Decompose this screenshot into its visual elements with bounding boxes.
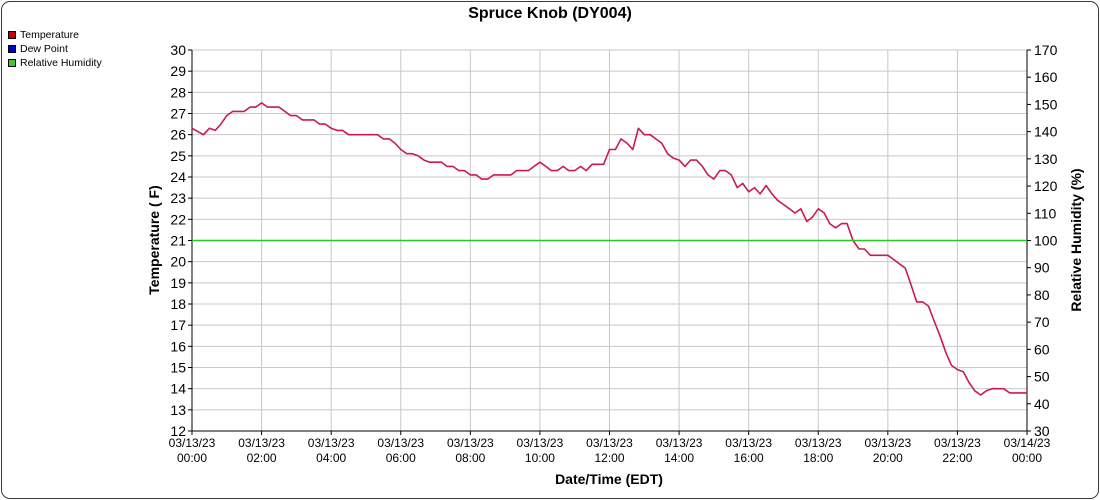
- x-tick-label-date: 03/13/23: [656, 436, 703, 450]
- right-tick-label: 30: [1034, 423, 1050, 439]
- left-tick-label: 24: [170, 169, 186, 185]
- left-tick-label: 26: [170, 127, 186, 143]
- x-tick-label-time: 06:00: [386, 451, 416, 465]
- x-tick-label-time: 00:00: [177, 451, 207, 465]
- legend-item-relative-humidity: Relative Humidity: [8, 56, 102, 70]
- series-line-temperature: [191, 102, 1027, 396]
- right-tick-label: 60: [1034, 341, 1050, 357]
- x-tick-label-time: 02:00: [247, 451, 277, 465]
- left-axis-ticks: 12 13 14 15 16 17 18 19 20 21 22 23 24 25 26 27 28 29 30: [170, 42, 192, 439]
- x-tick-label-date: 03/13/23: [795, 436, 842, 450]
- x-tick-label-date: 03/13/23: [447, 436, 494, 450]
- legend-swatch-temperature: [8, 31, 16, 39]
- legend: Temperature Dew Point Relative Humidity: [8, 28, 102, 70]
- right-tick-label: 130: [1034, 151, 1058, 167]
- x-tick-label-time: 14:00: [664, 451, 694, 465]
- left-tick-label: 20: [170, 254, 186, 270]
- left-tick-label: 15: [170, 360, 186, 376]
- right-tick-label: 100: [1034, 233, 1058, 249]
- x-tick-label-time: 10:00: [525, 451, 555, 465]
- right-tick-label: 160: [1034, 69, 1058, 85]
- grid-lines: [191, 49, 1028, 432]
- x-tick-label-date: 03/14/23: [1004, 436, 1051, 450]
- x-tick-label-time: 20:00: [873, 451, 903, 465]
- x-tick-label-date: 03/13/23: [169, 436, 216, 450]
- x-tick-label-date: 03/13/23: [934, 436, 981, 450]
- left-tick-label: 16: [170, 338, 186, 354]
- right-tick-label: 80: [1034, 287, 1050, 303]
- left-tick-label: 22: [170, 211, 186, 227]
- series-lines: [191, 102, 1027, 396]
- right-tick-label: 70: [1034, 314, 1050, 330]
- x-tick-label-date: 03/13/23: [238, 436, 285, 450]
- left-tick-label: 27: [170, 106, 186, 122]
- left-tick-label: 30: [170, 42, 186, 58]
- x-tick-label-date: 03/13/23: [308, 436, 355, 450]
- legend-item-dew-point: Dew Point: [8, 42, 102, 56]
- x-tick-label-time: 12:00: [594, 451, 624, 465]
- x-tick-label-time: 16:00: [734, 451, 764, 465]
- x-tick-label-date: 03/13/23: [586, 436, 633, 450]
- legend-label-dew-point: Dew Point: [20, 43, 68, 55]
- legend-swatch-relative-humidity: [8, 59, 16, 67]
- legend-item-temperature: Temperature: [8, 28, 102, 42]
- right-tick-label: 50: [1034, 369, 1050, 385]
- left-tick-label: 12: [170, 423, 186, 439]
- left-tick-label: 29: [170, 63, 186, 79]
- left-tick-label: 17: [170, 317, 186, 333]
- left-tick-label: 14: [170, 381, 186, 397]
- left-tick-label: 13: [170, 402, 186, 418]
- x-tick-label-time: 00:00: [1012, 451, 1042, 465]
- right-tick-label: 140: [1034, 124, 1058, 140]
- x-axis-ticks: 03/13/2300:0003/13/2302:0003/13/2304:000…: [169, 431, 1051, 465]
- left-tick-label: 25: [170, 148, 186, 164]
- x-tick-label-time: 08:00: [455, 451, 485, 465]
- left-tick-label: 19: [170, 275, 186, 291]
- x-tick-label-time: 04:00: [316, 451, 346, 465]
- x-tick-label-date: 03/13/23: [864, 436, 911, 450]
- x-tick-label-time: 22:00: [942, 451, 972, 465]
- x-axis-label: Date/Time (EDT): [555, 471, 663, 487]
- right-tick-label: 40: [1034, 396, 1050, 412]
- x-tick-label-date: 03/13/23: [377, 436, 424, 450]
- right-tick-label: 110: [1034, 205, 1057, 221]
- x-tick-label-time: 18:00: [803, 451, 833, 465]
- legend-label-temperature: Temperature: [20, 29, 79, 41]
- chart-title: Spruce Knob (DY004): [468, 5, 632, 22]
- x-tick-label-date: 03/13/23: [725, 436, 772, 450]
- right-axis-ticks: 30 40 50 60 70 80 90 100 110 120 130 140 150 160 170: [1027, 42, 1058, 439]
- legend-swatch-dew-point: [8, 45, 16, 53]
- right-axis-label: Relative Humidity (%): [1068, 168, 1084, 311]
- left-tick-label: 21: [170, 233, 186, 249]
- x-tick-label-date: 03/13/23: [517, 436, 564, 450]
- left-tick-label: 18: [170, 296, 186, 312]
- left-tick-label: 28: [170, 84, 186, 100]
- right-tick-label: 170: [1034, 42, 1058, 58]
- left-tick-label: 23: [170, 190, 186, 206]
- right-tick-label: 120: [1034, 178, 1058, 194]
- legend-label-relative-humidity: Relative Humidity: [20, 57, 102, 69]
- left-axis-label: Temperature ( F): [146, 185, 162, 294]
- right-tick-label: 150: [1034, 96, 1058, 112]
- right-tick-label: 90: [1034, 260, 1050, 276]
